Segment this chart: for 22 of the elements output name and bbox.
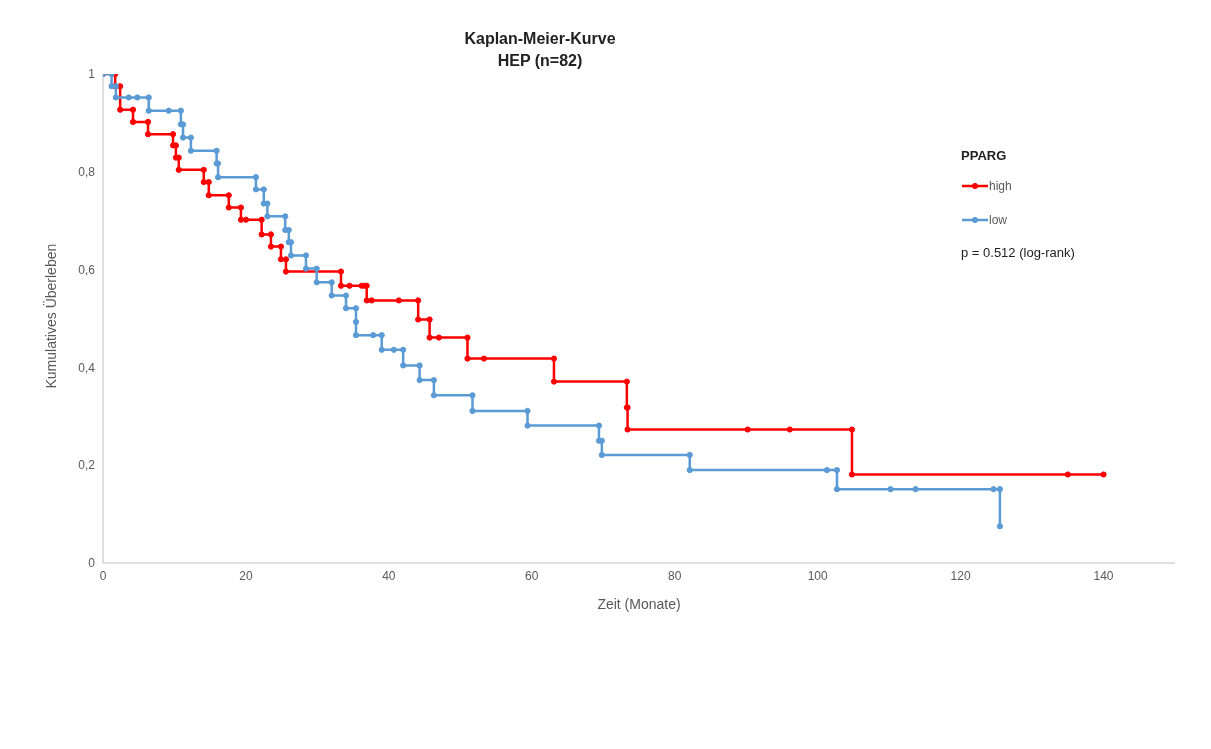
legend-label: high xyxy=(989,179,1012,193)
x-tick-label: 100 xyxy=(807,568,828,583)
chart-subtitle: HEP (n=82) xyxy=(497,52,583,69)
y-tick-label: 0 xyxy=(88,556,96,571)
y-axis-title: Kumulatives Überleben xyxy=(41,243,59,389)
y-tick-label: 0,4 xyxy=(78,360,96,375)
y-tick-label: 1 xyxy=(88,67,96,82)
chart-title: Kaplan-Meier-Kurve xyxy=(463,30,617,48)
x-tick-label: 0 xyxy=(99,568,107,583)
legend-label: low xyxy=(989,213,1008,227)
x-tick-label: 20 xyxy=(239,568,253,583)
y-tick-label: 0,2 xyxy=(78,458,96,473)
x-tick-label: 80 xyxy=(668,568,682,583)
annotation: p = 0.512 (log-rank) xyxy=(961,245,1076,260)
x-axis-title: Zeit (Monate) xyxy=(597,596,681,612)
x-tick-label: 40 xyxy=(382,568,396,583)
y-tick-label: 0,8 xyxy=(78,165,96,180)
x-tick-label: 120 xyxy=(950,568,971,583)
x-tick-label: 140 xyxy=(1093,568,1114,583)
legend-title: PPARG xyxy=(961,148,1008,163)
y-tick-label: 0,6 xyxy=(78,262,96,277)
x-tick-label: 60 xyxy=(525,568,539,583)
